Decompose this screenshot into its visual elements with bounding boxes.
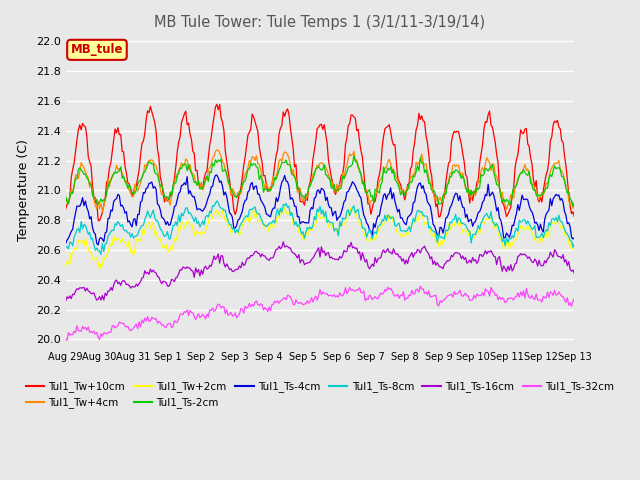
Y-axis label: Temperature (C): Temperature (C) bbox=[17, 140, 30, 241]
Legend: Tul1_Tw+10cm, Tul1_Tw+4cm, Tul1_Tw+2cm, Tul1_Ts-2cm, Tul1_Ts-4cm, Tul1_Ts-8cm, T: Tul1_Tw+10cm, Tul1_Tw+4cm, Tul1_Tw+2cm, … bbox=[21, 377, 619, 412]
Text: MB_tule: MB_tule bbox=[70, 43, 124, 56]
Title: MB Tule Tower: Tule Temps 1 (3/1/11-3/19/14): MB Tule Tower: Tule Temps 1 (3/1/11-3/19… bbox=[154, 15, 486, 30]
